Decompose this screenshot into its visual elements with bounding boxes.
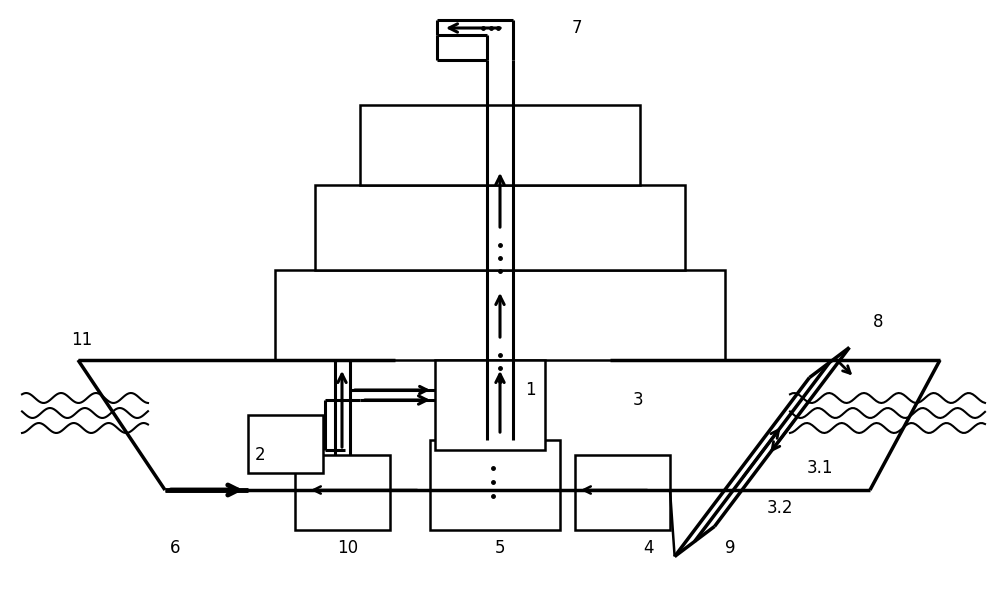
Text: 9: 9: [725, 539, 735, 557]
Bar: [435, 360, 545, 450]
Bar: [360, 105, 640, 185]
Text: 3.1: 3.1: [807, 459, 833, 477]
Text: 11: 11: [71, 331, 93, 349]
Bar: [248, 415, 323, 473]
Text: 3: 3: [633, 391, 643, 409]
Text: 2: 2: [255, 446, 265, 464]
Bar: [295, 455, 390, 530]
Bar: [315, 185, 685, 270]
Text: 5: 5: [495, 539, 505, 557]
Bar: [575, 455, 670, 530]
Bar: [275, 270, 725, 360]
Text: 3.2: 3.2: [767, 499, 793, 517]
Text: 1: 1: [525, 381, 535, 399]
Bar: [430, 440, 560, 530]
Text: 6: 6: [170, 539, 180, 557]
Text: 8: 8: [873, 313, 883, 331]
Text: 10: 10: [337, 539, 359, 557]
Text: 7: 7: [572, 19, 582, 37]
Text: 4: 4: [643, 539, 653, 557]
